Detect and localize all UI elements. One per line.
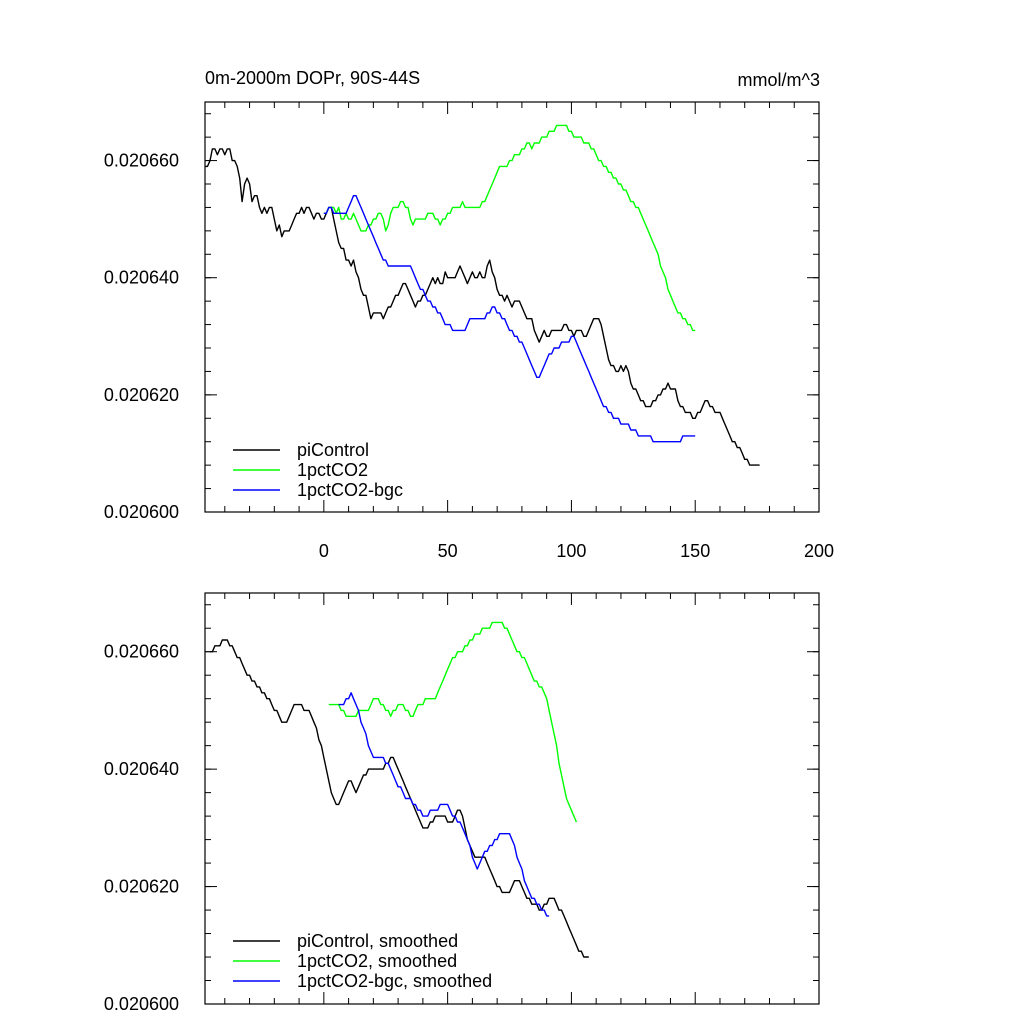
y-tick-label: 0.020620 (104, 385, 179, 405)
legend-label: 1pctCO2-bgc (297, 480, 403, 500)
legend-label: 1pctCO2, smoothed (297, 951, 457, 971)
x-tick-label: 150 (680, 541, 710, 561)
legend-label: piControl (297, 440, 369, 460)
top-panel: 0m-2000m DOPr, 90S-44S mmol/m^3 0.020600… (104, 68, 834, 561)
x-tick-label: 100 (556, 541, 586, 561)
y-tick-label: 0.020660 (104, 642, 179, 662)
series-lines-top (205, 124, 760, 466)
y-tick-label: 0.020640 (104, 759, 179, 779)
series-lines-bottom (210, 621, 589, 958)
chart-units: mmol/m^3 (738, 70, 820, 90)
series-line-1pctco2 (323, 124, 696, 332)
x-tick-label: 50 (438, 541, 458, 561)
y-tick-label: 0.020660 (104, 151, 179, 171)
axes-top: 0.020600 0.020620 0.020640 0.020660 0 50 100 15… (104, 102, 834, 561)
y-tick-label: 0.020640 (104, 268, 179, 288)
plot-frame (204, 101, 820, 513)
plot-frame (204, 592, 820, 1005)
series-line-picontrol (205, 148, 760, 466)
series-line-picontrol-smoothed (210, 639, 589, 958)
legend-label: 1pctCO2-bgc, smoothed (297, 971, 492, 991)
legend-label: piControl, smoothed (297, 931, 458, 951)
bottom-panel: 0.020600 0.020620 0.020640 0.020660 piContr… (104, 592, 820, 1014)
series-line-1pctco2-smoothed (328, 621, 578, 823)
y-tick-label: 0.020620 (104, 877, 179, 897)
axes-bottom: 0.020600 0.020620 0.020640 0.020660 (104, 593, 820, 1014)
x-tick-label: 0 (319, 541, 329, 561)
y-tick-label: 0.020600 (104, 994, 179, 1014)
x-tick-label: 200 (804, 541, 834, 561)
y-tick-label: 0.020600 (104, 502, 179, 522)
series-line-1pctco2-bgc-smoothed (338, 692, 550, 917)
series-line-1pctco2-bgc (323, 194, 696, 443)
legend-label: 1pctCO2 (297, 460, 368, 480)
chart-title: 0m-2000m DOPr, 90S-44S (205, 68, 420, 88)
